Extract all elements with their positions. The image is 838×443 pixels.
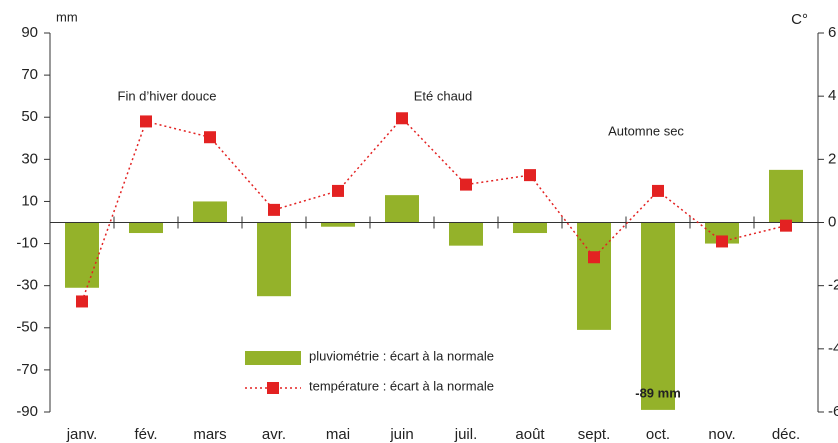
x-tick-label: nov. — [708, 426, 735, 443]
x-tick-label: juin — [389, 426, 413, 443]
point — [460, 178, 472, 191]
y2-tick-label: 6 — [828, 24, 836, 41]
point — [716, 235, 728, 248]
y2-tick-label: -4 — [828, 340, 838, 357]
y-axis-label: mm — [56, 9, 78, 24]
x-tick-label: oct. — [646, 426, 670, 443]
y-tick-label: 10 — [21, 192, 38, 209]
bar — [65, 222, 99, 288]
data-label: -89 mm — [635, 385, 681, 400]
y-tick-label: -10 — [16, 235, 38, 252]
point — [204, 131, 216, 144]
point — [140, 115, 152, 128]
bar — [321, 222, 355, 227]
bar — [705, 222, 739, 244]
annotation: Fin d’hiver douce — [118, 88, 217, 103]
bar — [641, 222, 675, 410]
x-tick-label: déc. — [772, 426, 800, 443]
x-tick-label: août — [515, 426, 545, 443]
point — [76, 295, 88, 308]
point — [332, 184, 344, 197]
annotation: Eté chaud — [414, 88, 473, 103]
x-tick-label: sept. — [578, 426, 611, 443]
bar — [257, 222, 291, 297]
x-tick-label: janv. — [66, 426, 98, 443]
bar — [449, 222, 483, 246]
x-tick-label: mars — [193, 426, 226, 443]
legend-label: température : écart à la normale — [309, 378, 494, 393]
y2-tick-label: 0 — [828, 213, 836, 230]
line — [81, 117, 787, 302]
y2-axis-label: C° — [791, 11, 808, 28]
x-tick-label: juil. — [454, 426, 478, 443]
annotation: Automne sec — [608, 123, 684, 138]
bar — [129, 222, 163, 234]
bar — [769, 169, 803, 223]
point — [268, 203, 280, 216]
y2-tick-label: -6 — [828, 403, 838, 420]
y2-tick-label: 2 — [828, 150, 836, 167]
y-tick-label: -50 — [16, 319, 38, 336]
bar — [577, 222, 611, 330]
y-tick-label: 50 — [21, 108, 38, 125]
legend-label: pluviométrie : écart à la normale — [309, 348, 494, 363]
x-tick-label: mai — [326, 426, 350, 443]
y2-tick-label: -2 — [828, 277, 838, 294]
legend-marker — [267, 382, 279, 394]
x-tick-label: fév. — [134, 426, 157, 443]
y-tick-label: -70 — [16, 361, 38, 378]
y2-tick-label: 4 — [828, 87, 836, 104]
y-tick-label: -30 — [16, 277, 38, 294]
bar — [193, 201, 227, 223]
y-tick-label: 70 — [21, 66, 38, 83]
y-tick-label: -90 — [16, 403, 38, 420]
point — [524, 169, 536, 182]
legend-swatch — [245, 351, 301, 365]
point — [396, 112, 408, 125]
y-tick-label: 90 — [21, 24, 38, 41]
point — [652, 184, 664, 197]
point — [780, 219, 792, 232]
x-tick-label: avr. — [262, 426, 286, 443]
y-tick-label: 30 — [21, 150, 38, 167]
point — [588, 251, 600, 264]
bar — [385, 195, 419, 223]
bar — [513, 222, 547, 234]
